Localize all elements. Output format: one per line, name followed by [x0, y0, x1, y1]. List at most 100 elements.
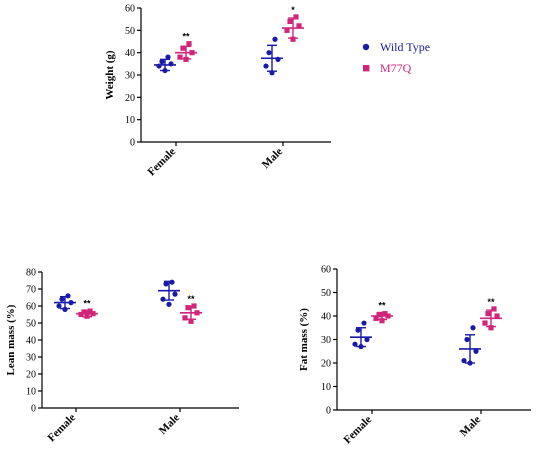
data-point-m77q: [90, 311, 96, 317]
data-point-wild-type: [364, 336, 370, 343]
legend-label-m77q: M77Q: [380, 61, 412, 75]
x-tick-label: Female: [45, 412, 78, 445]
data-point-wild-type: [272, 36, 278, 42]
data-point-wild-type: [358, 343, 364, 350]
x-tick-label: Male: [260, 146, 285, 171]
y-tick-label: 60: [26, 302, 36, 313]
data-point-wild-type: [160, 296, 166, 302]
data-point-m77q: [284, 27, 290, 33]
data-point-m77q: [183, 56, 189, 62]
data-point-wild-type: [162, 67, 168, 74]
data-point-wild-type: [361, 320, 367, 326]
data-point-m77q: [382, 311, 388, 317]
data-point-wild-type: [163, 281, 169, 287]
y-tick-label: 0: [326, 406, 331, 417]
data-point-wild-type: [172, 291, 178, 297]
data-point-m77q: [84, 313, 90, 319]
data-point-m77q: [188, 318, 194, 324]
data-point-wild-type: [263, 63, 269, 69]
data-point-m77q: [290, 36, 296, 42]
y-tick-label: 50: [125, 26, 135, 37]
y-axis-label: Weight (g): [104, 50, 116, 100]
data-point-m77q: [287, 18, 293, 24]
data-point-wild-type: [166, 301, 172, 307]
data-point-wild-type: [470, 325, 476, 331]
y-tick-label: 60: [321, 265, 331, 276]
data-point-m77q: [177, 54, 183, 60]
y-tick-label: 70: [26, 285, 36, 296]
data-point-m77q: [191, 303, 197, 309]
data-point-wild-type: [68, 300, 74, 306]
data-point-m77q: [485, 311, 491, 317]
data-point-wild-type: [165, 54, 171, 60]
y-tick-label: 20: [125, 93, 135, 104]
data-point-m77q: [78, 311, 84, 318]
data-point-wild-type: [461, 358, 467, 364]
legend-marker-m77q: [363, 65, 370, 72]
significance-label: **: [182, 32, 190, 42]
y-tick-label: 40: [321, 312, 331, 323]
y-tick-label: 30: [321, 335, 331, 346]
y-tick-label: 40: [26, 336, 36, 347]
y-axis-label: Lean mass (%): [5, 304, 17, 375]
y-tick-label: 80: [26, 268, 36, 279]
x-tick-label: Male: [458, 414, 483, 439]
y-tick-label: 20: [26, 370, 36, 381]
data-point-m77q: [180, 45, 186, 51]
data-point-wild-type: [355, 327, 361, 333]
y-tick-label: 10: [26, 387, 36, 398]
y-tick-label: 60: [125, 4, 135, 15]
data-point-m77q: [379, 318, 385, 324]
y-tick-label: 10: [321, 382, 331, 393]
significance-label: **: [83, 299, 91, 309]
data-point-wild-type: [159, 59, 165, 65]
y-tick-label: 30: [26, 353, 36, 364]
significance-label: *: [291, 5, 295, 15]
x-tick-label: Female: [341, 414, 374, 447]
data-point-wild-type: [352, 341, 358, 347]
x-tick-label: Male: [157, 412, 182, 437]
legend-label-wild-type: Wild Type: [380, 40, 430, 54]
data-point-wild-type: [269, 70, 275, 76]
x-tick-label: Female: [145, 146, 178, 179]
data-point-m77q: [494, 313, 500, 319]
data-point-m77q: [482, 320, 488, 326]
data-point-m77q: [488, 325, 494, 331]
data-point-wild-type: [169, 279, 175, 285]
data-point-m77q: [373, 315, 379, 321]
y-tick-label: 40: [125, 48, 135, 59]
significance-label: **: [487, 297, 495, 307]
data-point-wild-type: [473, 348, 479, 354]
y-tick-label: 0: [130, 138, 135, 149]
data-point-wild-type: [266, 50, 272, 56]
data-point-m77q: [189, 50, 195, 56]
legend: Wild Type M77Q: [362, 40, 430, 75]
y-tick-label: 50: [321, 288, 331, 299]
data-point-wild-type: [62, 306, 68, 312]
data-point-m77q: [194, 310, 200, 316]
data-point-m77q: [185, 305, 191, 311]
significance-label: **: [378, 300, 386, 310]
y-tick-label: 10: [125, 115, 135, 126]
data-point-m77q: [182, 315, 188, 321]
data-point-wild-type: [156, 63, 162, 69]
data-point-wild-type: [168, 61, 174, 67]
y-tick-label: 20: [321, 359, 331, 370]
data-point-m77q: [385, 313, 391, 319]
data-point-m77q: [293, 14, 299, 20]
data-point-m77q: [186, 41, 192, 47]
data-point-wild-type: [59, 296, 65, 302]
y-tick-label: 0: [31, 404, 36, 415]
data-point-m77q: [376, 312, 382, 318]
data-point-m77q: [491, 306, 497, 312]
significance-label: **: [187, 294, 195, 304]
y-axis-label: Fat mass (%): [298, 308, 310, 371]
data-point-wild-type: [467, 360, 473, 366]
data-point-wild-type: [56, 303, 62, 309]
data-point-m77q: [296, 23, 302, 29]
data-point-wild-type: [275, 56, 281, 62]
y-tick-label: 30: [125, 71, 135, 82]
fat-mass-chart: 0 10 20 30 40 50 60 Fat mass (%) Female Male ** **: [298, 265, 531, 447]
